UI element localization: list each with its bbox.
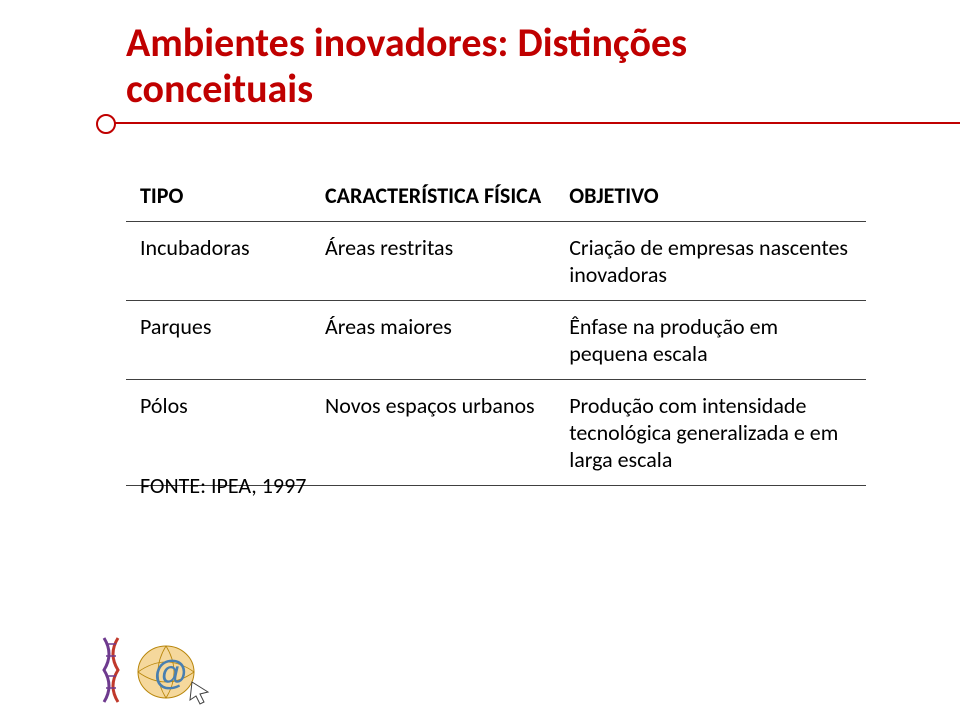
header-objetivo: OBJETIVO <box>555 170 866 222</box>
svg-text:@: @ <box>154 654 187 692</box>
table-header-row: TIPO CARACTERÍSTICA FÍSICA OBJETIVO <box>126 170 866 222</box>
cell-obj: Ênfase na produção em pequena escala <box>555 301 866 380</box>
slide-title: Ambientes inovadores: Distinções conceit… <box>126 20 920 112</box>
underline-line <box>114 122 960 124</box>
table-row: Parques Áreas maiores Ênfase na produção… <box>126 301 866 380</box>
cell-carac: Áreas restritas <box>311 222 555 301</box>
title-underline <box>0 122 960 124</box>
cell-carac: Novos espaços urbanos <box>311 380 555 486</box>
comparison-table: TIPO CARACTERÍSTICA FÍSICA OBJETIVO Incu… <box>126 170 866 486</box>
cell-obj: Produção com intensidade tecnológica gen… <box>555 380 866 486</box>
cell-tipo: Incubadoras <box>126 222 311 301</box>
footer-logo: @ <box>96 628 218 706</box>
title-line-1: Ambientes inovadores: Distinções <box>126 18 687 67</box>
cell-carac: Áreas maiores <box>311 301 555 380</box>
logo-icon: @ <box>96 628 218 706</box>
header-caracteristica: CARACTERÍSTICA FÍSICA <box>311 170 555 222</box>
source-citation: FONTE: IPEA, 1997 <box>140 472 306 499</box>
cell-obj: Criação de empresas nascentes inovadoras <box>555 222 866 301</box>
title-line-2: conceituais <box>126 64 313 113</box>
header-tipo: TIPO <box>126 170 311 222</box>
cell-tipo: Parques <box>126 301 311 380</box>
cell-tipo: Pólos <box>126 380 311 486</box>
table-row: Pólos Novos espaços urbanos Produção com… <box>126 380 866 486</box>
table-row: Incubadoras Áreas restritas Criação de e… <box>126 222 866 301</box>
